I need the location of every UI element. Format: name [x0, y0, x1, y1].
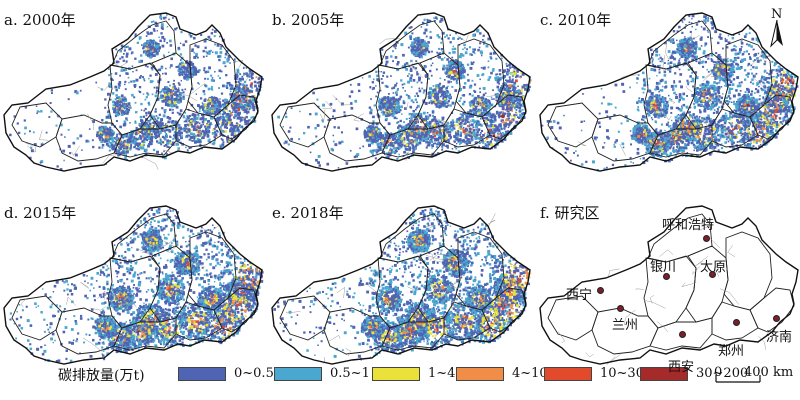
legend-title: 碳排放量(万t) [58, 368, 145, 384]
emission-layer [9, 208, 264, 363]
legend-swatch-4 [456, 367, 504, 381]
map-svg-5 [271, 205, 532, 365]
city-label-3: 太原 [700, 260, 727, 275]
map-panel-5: e. 2018年 [268, 198, 532, 383]
scale-start: 0 [714, 365, 722, 380]
panel-label-1: a. 2000年 [4, 11, 76, 29]
panel-label-4: d. 2015年 [4, 204, 77, 222]
city-label-1: 呼和浩特 [662, 218, 715, 233]
legend-swatch-3 [372, 367, 420, 381]
city-label-5: 兰州 [612, 318, 639, 333]
legend-label-2: 0.5~1 [330, 366, 370, 381]
north-arrow-icon: N [770, 7, 783, 48]
city-marker-1 [703, 235, 710, 242]
legend-swatch-6 [640, 367, 688, 381]
city-marker-4 [597, 287, 604, 294]
city-marker-3 [709, 271, 716, 278]
map-svg-1 [3, 12, 264, 172]
city-label-8: 济南 [766, 330, 793, 345]
city-marker-2 [663, 273, 670, 280]
map-svg-2 [271, 12, 532, 172]
legend-swatch-2 [274, 367, 322, 381]
legend-label-5: 10~30 [600, 366, 644, 381]
legend-swatch-5 [544, 367, 592, 381]
map-panel-2: b. 2005年 [268, 5, 532, 190]
legend-label-6: 30~200 [696, 366, 749, 381]
scale-end: 400 km [744, 365, 793, 380]
panel-label-6: f. 研究区 [540, 204, 600, 222]
legend-label-4: 4~10 [512, 366, 548, 381]
panel-label-3: c. 2010年 [540, 11, 612, 29]
emission-layer [277, 16, 532, 169]
map-panel-3: c. 2010年 [536, 5, 800, 190]
city-marker-7 [733, 319, 740, 326]
legend-label-1: 0~0.5 [234, 366, 274, 381]
city-marker-5 [617, 305, 624, 312]
city-label-6: 西安 [668, 360, 695, 375]
map-svg-3 [539, 12, 799, 172]
scale-bar: 0 400 km [714, 365, 793, 383]
city-label-4: 西宁 [566, 288, 593, 303]
city-label-7: 郑州 [718, 344, 745, 359]
legend: 碳排放量(万t) 0~0.5 0.5~1 1~4 4~10 10~30 [58, 363, 644, 387]
city-marker-6 [679, 331, 686, 338]
panel-label-5: e. 2018年 [272, 204, 344, 222]
city-label-2: 银川 [650, 260, 677, 275]
map-panel-4: d. 2015年 [0, 198, 264, 383]
city-marker-8 [773, 315, 780, 322]
legend-swatch-1 [178, 367, 226, 381]
map-svg-4 [3, 205, 264, 365]
north-label: N [771, 7, 782, 22]
legend-label-3: 1~4 [428, 366, 456, 381]
panel-label-2: b. 2005年 [272, 11, 345, 29]
map-panel-1: a. 2000年 [0, 5, 264, 190]
